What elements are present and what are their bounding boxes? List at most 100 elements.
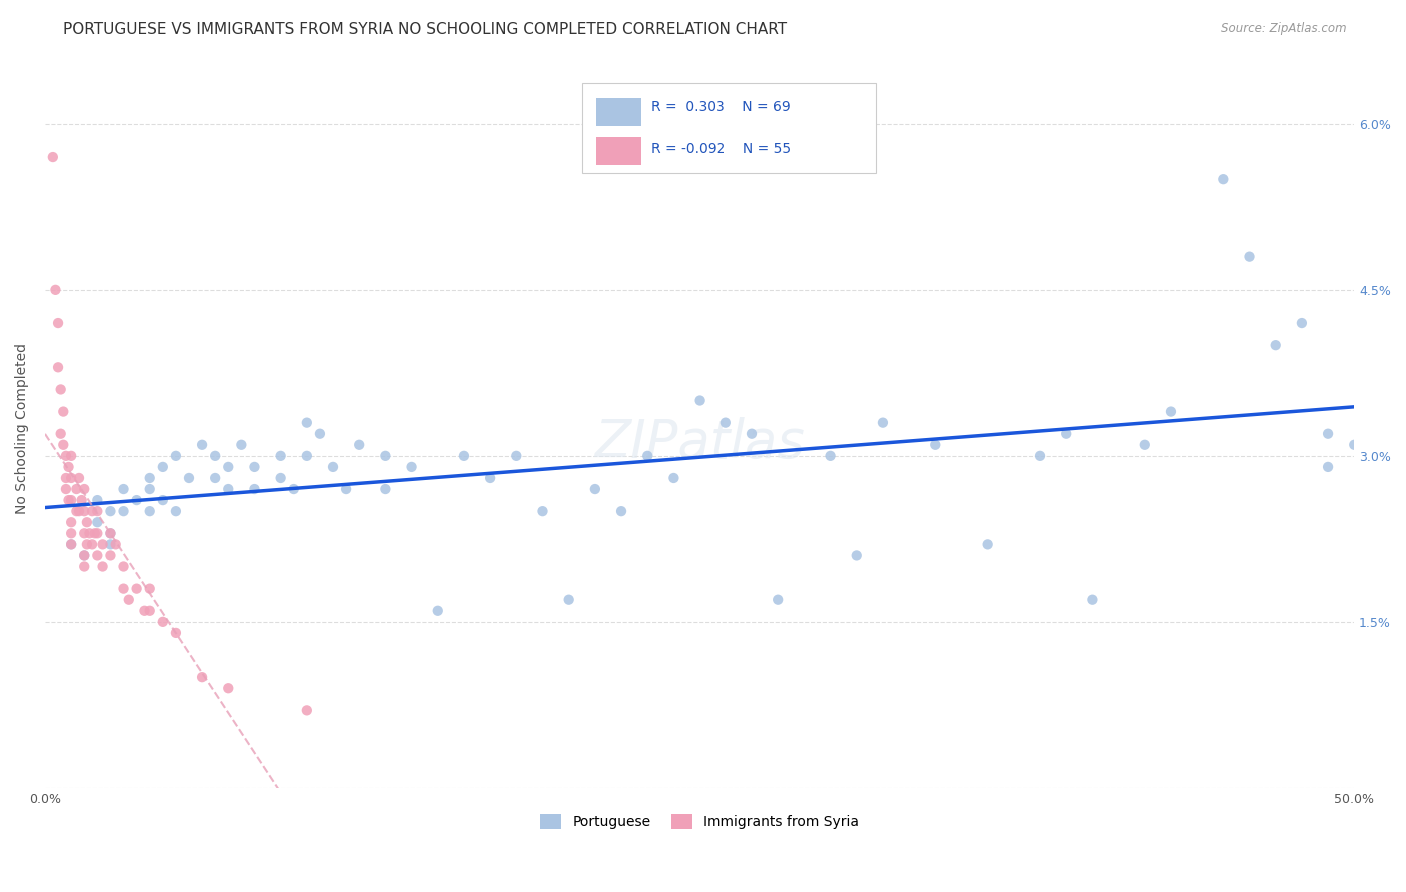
Point bbox=[531, 504, 554, 518]
Point bbox=[65, 482, 87, 496]
Point bbox=[49, 426, 72, 441]
Point bbox=[100, 549, 122, 563]
Point bbox=[83, 526, 105, 541]
Point bbox=[91, 559, 114, 574]
Point bbox=[138, 582, 160, 596]
Point bbox=[73, 482, 96, 496]
Point bbox=[52, 438, 75, 452]
Point bbox=[60, 537, 83, 551]
Point bbox=[100, 504, 122, 518]
Point bbox=[138, 604, 160, 618]
Point bbox=[689, 393, 711, 408]
Point bbox=[505, 449, 527, 463]
Point bbox=[70, 493, 93, 508]
Point bbox=[295, 703, 318, 717]
Point bbox=[76, 537, 98, 551]
Point bbox=[217, 459, 239, 474]
Point bbox=[1239, 250, 1261, 264]
Point bbox=[118, 592, 141, 607]
Point bbox=[1054, 426, 1077, 441]
Point bbox=[217, 482, 239, 496]
Point bbox=[270, 449, 292, 463]
Point bbox=[55, 449, 77, 463]
Point bbox=[125, 582, 148, 596]
Point bbox=[60, 449, 83, 463]
Point bbox=[152, 459, 174, 474]
Point bbox=[65, 504, 87, 518]
Point bbox=[76, 515, 98, 529]
FancyBboxPatch shape bbox=[582, 83, 876, 173]
Point bbox=[1264, 338, 1286, 352]
Point bbox=[741, 426, 763, 441]
Point bbox=[44, 283, 66, 297]
Point bbox=[924, 438, 946, 452]
Point bbox=[112, 482, 135, 496]
Point bbox=[231, 438, 253, 452]
Point bbox=[138, 471, 160, 485]
Point bbox=[557, 592, 579, 607]
Point bbox=[152, 615, 174, 629]
Point bbox=[138, 504, 160, 518]
Point bbox=[60, 526, 83, 541]
Point bbox=[86, 515, 108, 529]
Point bbox=[1029, 449, 1052, 463]
Point bbox=[1081, 592, 1104, 607]
Y-axis label: No Schooling Completed: No Schooling Completed bbox=[15, 343, 30, 514]
Point bbox=[479, 471, 502, 485]
Point bbox=[165, 449, 187, 463]
Point bbox=[1317, 426, 1340, 441]
Point bbox=[204, 471, 226, 485]
Point bbox=[636, 449, 658, 463]
Point bbox=[243, 482, 266, 496]
Point bbox=[1133, 438, 1156, 452]
Point bbox=[976, 537, 998, 551]
Point bbox=[1160, 404, 1182, 418]
Point bbox=[60, 493, 83, 508]
Text: PORTUGUESE VS IMMIGRANTS FROM SYRIA NO SCHOOLING COMPLETED CORRELATION CHART: PORTUGUESE VS IMMIGRANTS FROM SYRIA NO S… bbox=[63, 22, 787, 37]
Point bbox=[79, 526, 101, 541]
Point bbox=[86, 504, 108, 518]
Point bbox=[1291, 316, 1313, 330]
Text: Source: ZipAtlas.com: Source: ZipAtlas.com bbox=[1222, 22, 1347, 36]
Point bbox=[1212, 172, 1234, 186]
Point bbox=[401, 459, 423, 474]
Point bbox=[60, 515, 83, 529]
Point bbox=[322, 459, 344, 474]
FancyBboxPatch shape bbox=[596, 98, 641, 126]
Point bbox=[82, 537, 104, 551]
Point bbox=[125, 493, 148, 508]
Point bbox=[100, 526, 122, 541]
Point bbox=[714, 416, 737, 430]
Point bbox=[309, 426, 332, 441]
Point bbox=[73, 549, 96, 563]
Point bbox=[134, 604, 156, 618]
Point bbox=[86, 549, 108, 563]
Point bbox=[295, 416, 318, 430]
Point bbox=[453, 449, 475, 463]
Point bbox=[100, 526, 122, 541]
Point bbox=[191, 438, 214, 452]
Point bbox=[55, 482, 77, 496]
Point bbox=[1317, 459, 1340, 474]
Point bbox=[138, 482, 160, 496]
Point bbox=[58, 459, 80, 474]
Point bbox=[583, 482, 606, 496]
Point bbox=[100, 537, 122, 551]
Point bbox=[86, 526, 108, 541]
Point bbox=[112, 582, 135, 596]
Legend: Portuguese, Immigrants from Syria: Portuguese, Immigrants from Syria bbox=[534, 809, 865, 835]
Point bbox=[610, 504, 633, 518]
Point bbox=[335, 482, 357, 496]
Point bbox=[60, 537, 83, 551]
Point bbox=[73, 549, 96, 563]
Point bbox=[91, 537, 114, 551]
Point bbox=[845, 549, 868, 563]
Point bbox=[73, 526, 96, 541]
Point bbox=[766, 592, 789, 607]
Point bbox=[86, 493, 108, 508]
Point bbox=[104, 537, 127, 551]
Point bbox=[295, 449, 318, 463]
Point bbox=[67, 471, 90, 485]
Point bbox=[347, 438, 370, 452]
Text: ZIPatlas: ZIPatlas bbox=[595, 417, 806, 468]
